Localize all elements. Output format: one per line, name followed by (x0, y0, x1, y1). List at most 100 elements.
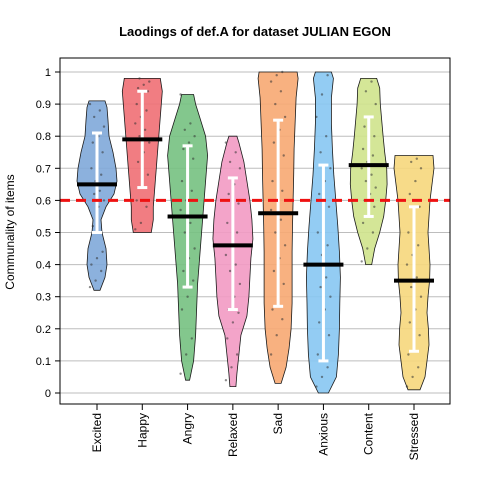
data-point (316, 231, 319, 234)
data-point (134, 228, 137, 231)
x-tick-label: Stressed (407, 413, 421, 460)
data-point (180, 308, 184, 311)
data-point (189, 122, 192, 125)
data-point (189, 221, 192, 225)
data-point (269, 353, 273, 356)
data-point (227, 192, 230, 196)
data-point (134, 122, 137, 125)
data-point (138, 135, 141, 138)
data-point (329, 295, 332, 298)
data-point (405, 385, 409, 388)
data-point (88, 285, 92, 289)
data-point (279, 90, 283, 93)
mean-bars (77, 137, 434, 283)
data-point (281, 189, 284, 192)
data-point (275, 334, 278, 337)
data-point (283, 115, 287, 119)
data-point (230, 366, 233, 369)
x-tick-label: Sad (271, 413, 285, 434)
data-point (415, 157, 418, 160)
x-tick-label: Angry (181, 413, 195, 444)
data-point (183, 128, 186, 131)
data-point (410, 160, 413, 164)
data-point (283, 244, 287, 247)
data-point (102, 125, 106, 128)
data-point (145, 109, 148, 112)
data-point (274, 231, 277, 234)
data-point (179, 208, 182, 212)
data-point (135, 199, 138, 202)
data-point (360, 167, 363, 170)
data-point (329, 167, 332, 170)
data-point (327, 205, 331, 208)
data-point (136, 160, 140, 164)
data-point (374, 102, 377, 106)
data-point (90, 263, 93, 266)
data-point (326, 74, 329, 77)
data-point (326, 366, 329, 369)
data-point (271, 179, 274, 183)
data-point (327, 334, 331, 337)
data-point (279, 218, 283, 221)
data-point (364, 179, 368, 183)
data-point (190, 189, 193, 192)
data-point (269, 208, 273, 212)
y-tick-label: 1 (45, 67, 51, 79)
data-point (226, 221, 229, 225)
x-tick-label: Excited (90, 413, 104, 452)
data-point (237, 311, 240, 314)
x-tick-label: Happy (135, 413, 149, 448)
y-tick-label: 0.2 (36, 324, 51, 336)
data-point (193, 135, 196, 138)
data-point (411, 375, 414, 379)
data-point (418, 334, 421, 337)
data-point (88, 102, 92, 106)
data-point (319, 285, 322, 289)
data-point (275, 74, 278, 77)
y-tick-label: 0.9 (36, 99, 51, 111)
data-point (274, 102, 277, 106)
data-point (179, 93, 182, 96)
data-point (234, 263, 237, 266)
data-point (269, 80, 273, 83)
data-point (318, 321, 321, 324)
data-point (408, 321, 411, 324)
data-point (374, 186, 377, 189)
y-tick-label: 0.5 (36, 228, 51, 240)
data-point (98, 189, 102, 192)
data-point (415, 276, 418, 279)
y-tick-label: 0.4 (36, 260, 51, 272)
data-point (366, 247, 369, 250)
data-point (326, 244, 329, 247)
y-tick-label: 0.6 (36, 195, 51, 207)
data-point (91, 141, 95, 144)
data-point (408, 192, 411, 196)
data-point (146, 90, 150, 93)
data-point (93, 192, 96, 196)
data-point (187, 141, 191, 144)
y-tick-label: 0.7 (36, 163, 51, 175)
data-point (281, 318, 284, 321)
data-point (316, 353, 319, 356)
x-tick-label: Content (362, 412, 376, 455)
data-point (315, 115, 318, 119)
data-point (93, 115, 96, 119)
data-point (370, 173, 373, 176)
data-point (91, 224, 95, 228)
data-point (282, 282, 285, 286)
data-point (100, 269, 103, 273)
data-point (185, 353, 188, 356)
data-point (407, 231, 410, 234)
data-point (360, 260, 363, 263)
data-point (234, 151, 237, 154)
plot-frame (59, 57, 451, 405)
chart-title: Laodings of def.A for dataset JULIAN EGO… (119, 24, 391, 39)
data-point (94, 279, 97, 282)
data-point (224, 141, 228, 144)
data-point (192, 157, 195, 160)
data-point (224, 253, 228, 257)
data-point (135, 102, 138, 106)
data-point (238, 282, 242, 286)
data-point (193, 247, 196, 250)
